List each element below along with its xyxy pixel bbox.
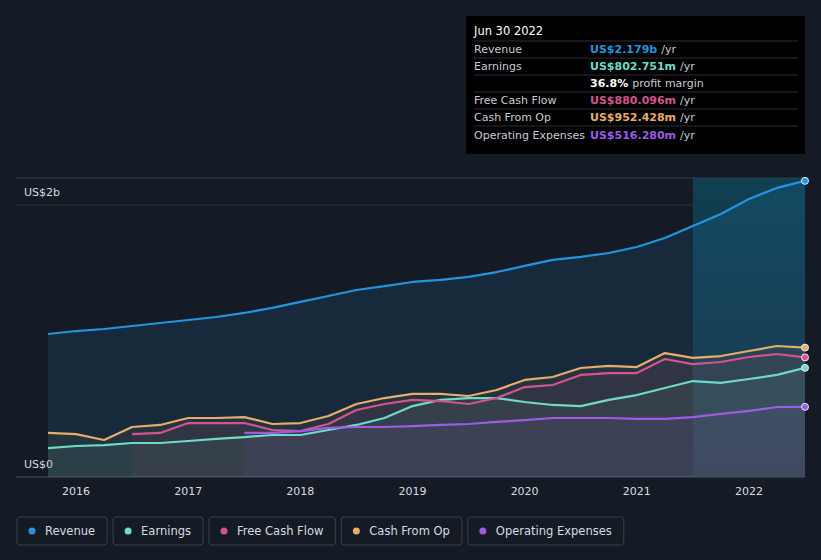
series-line	[244, 407, 805, 433]
tooltip-unit: /yr	[680, 94, 695, 107]
x-tick-label: 2020	[511, 485, 539, 498]
x-tick-label: 2021	[623, 485, 651, 498]
legend-swatch	[29, 528, 36, 535]
tooltip-separator	[474, 58, 798, 59]
tooltip-margin-text: profit margin	[632, 77, 704, 90]
tooltip-label: Revenue	[474, 43, 522, 56]
tooltip-separator	[474, 92, 798, 93]
tooltip-label: Earnings	[474, 60, 522, 73]
x-tick-label: 2017	[174, 485, 202, 498]
legend-box	[209, 517, 335, 545]
chart: US$0US$2b2016201720182019202020212022Rev…	[0, 0, 821, 560]
background	[0, 0, 821, 560]
series-line	[132, 354, 805, 434]
legend-item: Free Cash Flow	[209, 517, 335, 545]
x-tick-label: 2019	[398, 485, 426, 498]
legend-label: Cash From Op	[369, 524, 450, 538]
plot-frame-top	[16, 178, 805, 179]
tooltip-value: US$516.280m/yr	[590, 129, 695, 142]
tooltip-value-text: US$802.751m	[590, 60, 676, 73]
legend-item: Revenue	[17, 517, 107, 545]
plot-area	[48, 178, 805, 477]
series-area	[244, 407, 805, 477]
legend-box	[468, 517, 624, 545]
series-area	[48, 181, 805, 477]
x-tick-label: 2016	[62, 485, 90, 498]
legend-item: Operating Expenses	[468, 517, 624, 545]
tooltip-label: Cash From Op	[474, 111, 551, 124]
end-point	[802, 403, 809, 410]
legend-item: Earnings	[113, 517, 203, 545]
series-line	[48, 181, 805, 334]
legend-swatch	[221, 528, 228, 535]
grid-line	[16, 205, 805, 206]
x-tick-label: 2018	[286, 485, 314, 498]
tooltip-value: US$802.751m/yr	[590, 60, 695, 73]
tooltip-value-text: US$516.280m	[590, 129, 676, 142]
tooltip-separator	[474, 126, 798, 127]
legend-item: Cash From Op	[341, 517, 462, 545]
end-point	[802, 354, 809, 361]
tooltip-value: US$2.179b/yr	[590, 43, 676, 56]
end-point	[802, 177, 809, 184]
tooltip-unit: /yr	[680, 129, 695, 142]
legend-label: Operating Expenses	[496, 524, 612, 538]
tooltip-value-text: US$880.096m	[590, 94, 676, 107]
end-point	[802, 344, 809, 351]
tooltip-value-text: US$2.179b	[590, 43, 657, 56]
tooltip-unit: /yr	[661, 43, 676, 56]
series-area	[48, 346, 805, 477]
x-tick-label: 2022	[735, 485, 763, 498]
tooltip-value: US$880.096m/yr	[590, 94, 695, 107]
tooltip-box	[466, 16, 805, 154]
legend-label: Revenue	[45, 524, 95, 538]
tooltip-unit: /yr	[680, 111, 695, 124]
tooltip-separator	[474, 109, 798, 110]
tooltip-value: US$952.428m/yr	[590, 111, 695, 124]
legend-swatch	[479, 528, 486, 535]
tooltip-separator	[474, 75, 798, 76]
legend-box	[17, 517, 107, 545]
end-point	[802, 364, 809, 371]
tooltip-separator	[474, 41, 798, 42]
legend-box	[113, 517, 203, 545]
series-line	[48, 346, 805, 440]
y-tick-label: US$2b	[24, 186, 60, 199]
legend-swatch	[353, 528, 360, 535]
legend-label: Free Cash Flow	[237, 524, 323, 538]
tooltip-margin-value: 36.8%	[590, 77, 628, 90]
tooltip: Jun 30 2022 Revenue US$2.179b/yr Earnings US…	[466, 16, 805, 154]
legend-box	[341, 517, 462, 545]
legend-label: Earnings	[141, 524, 191, 538]
tooltip-label: Free Cash Flow	[474, 94, 557, 107]
series-line	[48, 368, 805, 448]
tooltip-margin: 36.8% profit margin	[590, 77, 704, 90]
tooltip-label: Operating Expenses	[474, 129, 585, 142]
tooltip-date: Jun 30 2022	[473, 24, 543, 38]
legend-swatch	[125, 528, 132, 535]
tooltip-unit: /yr	[680, 60, 695, 73]
tooltip-value-text: US$952.428m	[590, 111, 676, 124]
